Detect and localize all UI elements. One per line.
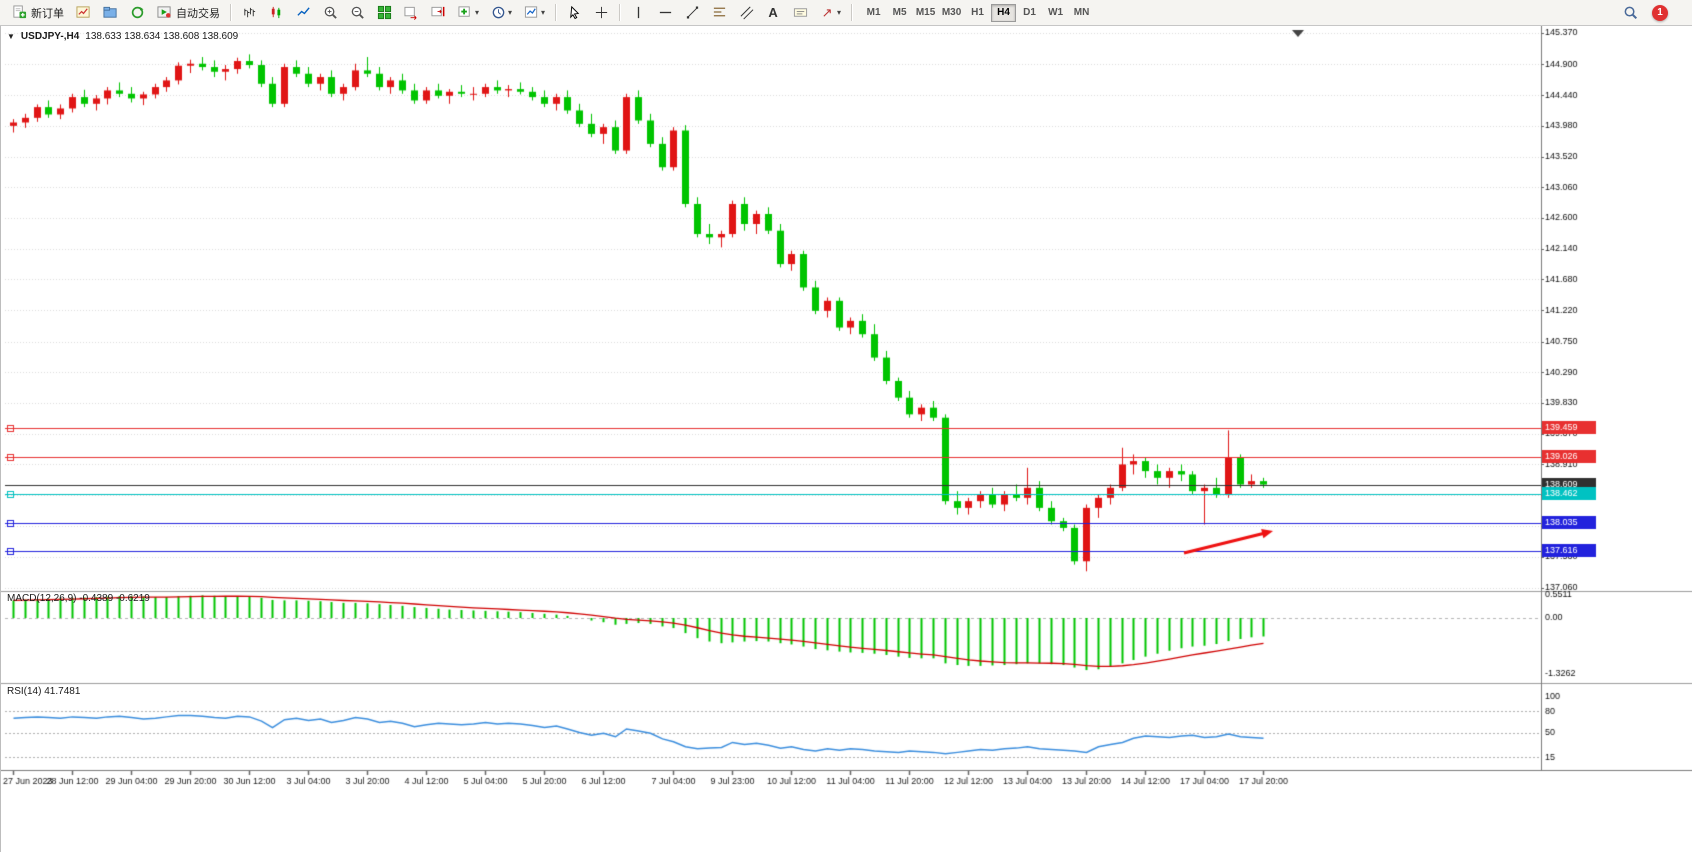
trendline-tool-button[interactable]: [679, 2, 705, 23]
fibonacci-icon: [711, 5, 727, 21]
chart-title: ▼ USDJPY-,H4 138.633 138.634 138.608 138…: [7, 31, 238, 42]
cursor-tool-button[interactable]: [561, 2, 587, 23]
timeframe-toolbar: M1 M5 M15 M30 H1 H4 D1 W1 MN: [861, 3, 1094, 22]
chevron-down-icon: ▾: [541, 8, 546, 17]
ohlc-values: 138.633 138.634 138.608 138.609: [85, 31, 239, 42]
chevron-down-icon: ▾: [837, 8, 842, 17]
rsi-indicator-label: RSI(14) 41.7481: [7, 686, 81, 697]
bar-chart-icon: [241, 5, 257, 21]
new-order-label: 新订单: [31, 7, 64, 20]
clock-icon: [490, 5, 506, 21]
market-watch-icon: [102, 5, 118, 21]
arrow-objects-icon: ↗: [821, 4, 833, 20]
navigator-button[interactable]: [124, 2, 150, 23]
indicators-add-icon: [457, 5, 473, 21]
text-label-tool-button[interactable]: [787, 2, 813, 23]
crosshair-tool-button[interactable]: [588, 2, 614, 23]
arrows-tool-button[interactable]: ↗ ▾: [814, 2, 846, 23]
toolbar-separator: [555, 4, 557, 21]
vertical-line-icon: [630, 5, 646, 21]
main-toolbar: 新订单 自动交易: [0, 0, 1692, 26]
tile-windows-icon: [376, 5, 392, 21]
search-icon[interactable]: [1622, 5, 1638, 21]
timeframe-button-m1[interactable]: M1: [861, 4, 886, 22]
notification-badge[interactable]: 1: [1652, 4, 1668, 21]
toolbar-separator: [230, 4, 231, 21]
chevron-down-icon: ▾: [508, 8, 513, 17]
tile-windows-button[interactable]: [371, 2, 397, 23]
auto-trading-button[interactable]: 自动交易: [151, 2, 225, 23]
one-click-trading-toggle[interactable]: ▼: [7, 32, 15, 41]
channel-tool-button[interactable]: [733, 2, 759, 23]
candlestick-chart-icon: [268, 5, 284, 21]
auto-scroll-button[interactable]: [398, 2, 424, 23]
navigator-icon: [129, 5, 145, 21]
horizontal-line-icon: [657, 5, 673, 21]
timeframe-button-w1[interactable]: W1: [1043, 4, 1068, 22]
indicators-button[interactable]: ▾: [452, 2, 484, 23]
symbol-period-label: USDJPY-,H4: [20, 31, 80, 42]
zoom-in-icon: [322, 5, 338, 21]
zoom-out-button[interactable]: [344, 2, 370, 23]
chart-window: ▼ USDJPY-,H4 138.633 138.634 138.608 138…: [0, 26, 1692, 852]
timeframe-button-d1[interactable]: D1: [1017, 4, 1042, 22]
timeframe-button-h1[interactable]: H1: [965, 4, 990, 22]
horizontal-line-tool-button[interactable]: [652, 2, 678, 23]
zoom-in-button[interactable]: [317, 2, 343, 23]
text-icon: A: [768, 4, 778, 20]
chart-shift-icon: [430, 5, 446, 21]
periods-button[interactable]: ▾: [485, 2, 517, 23]
chart-shift-button[interactable]: [425, 2, 451, 23]
bar-chart-button[interactable]: [236, 2, 262, 23]
cursor-icon: [566, 5, 582, 21]
channel-icon: [738, 5, 754, 21]
chevron-down-icon: ▾: [475, 8, 480, 17]
timeframe-button-m15[interactable]: M15: [913, 4, 938, 22]
new-order-button[interactable]: 新订单: [6, 2, 69, 23]
vertical-line-tool-button[interactable]: [625, 2, 651, 23]
toolbar-separator: [619, 4, 621, 21]
candlestick-chart-button[interactable]: [263, 2, 289, 23]
timeframe-button-h4[interactable]: H4: [991, 3, 1017, 22]
fibonacci-tool-button[interactable]: [706, 2, 732, 23]
new-chart-icon: [75, 5, 91, 21]
zoom-out-icon: [349, 5, 365, 21]
trendline-icon: [684, 5, 700, 21]
macd-indicator-label: MACD(12,26,9) -0.4389 -0.6219: [7, 593, 150, 604]
crosshair-icon: [593, 5, 609, 21]
line-chart-button[interactable]: [290, 2, 316, 23]
timeframe-button-m30[interactable]: M30: [939, 4, 964, 22]
text-label-icon: [792, 5, 808, 21]
market-watch-button[interactable]: [97, 2, 123, 23]
new-chart-button[interactable]: [70, 2, 96, 23]
text-tool-button[interactable]: A: [760, 2, 786, 23]
timeframe-button-mn[interactable]: MN: [1069, 4, 1094, 22]
templates-button[interactable]: ▾: [518, 2, 550, 23]
toolbar-right-group: 1: [1622, 4, 1686, 21]
auto-trading-label: 自动交易: [176, 7, 220, 20]
auto-scroll-icon: [403, 5, 419, 21]
template-chart-icon: [523, 5, 539, 21]
new-order-icon: [11, 5, 27, 21]
line-chart-icon: [295, 5, 311, 21]
timeframe-button-m5[interactable]: M5: [887, 4, 912, 22]
toolbar-separator: [851, 4, 853, 21]
auto-trading-icon: [156, 5, 172, 21]
price-chart-canvas[interactable]: [1, 26, 1692, 852]
